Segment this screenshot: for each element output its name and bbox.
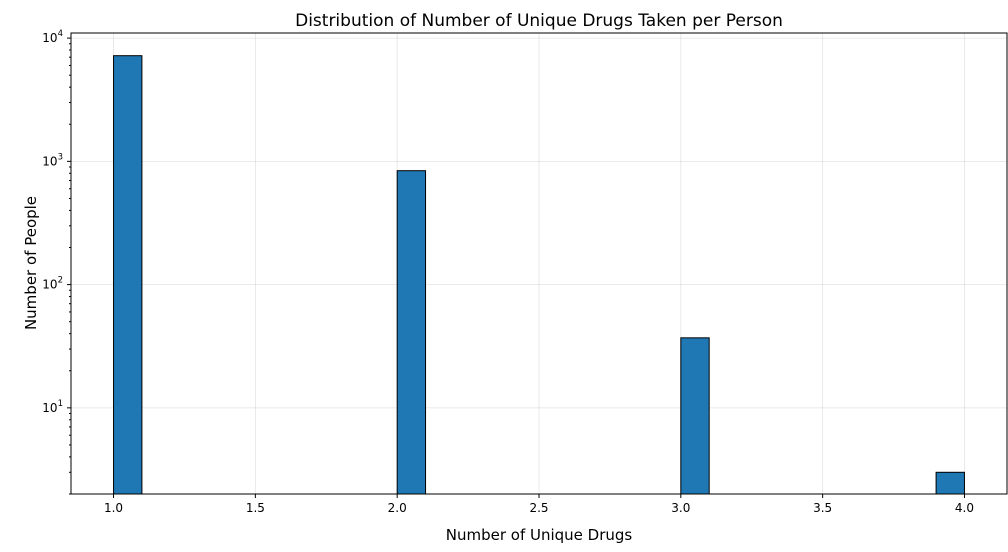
grid-layer — [71, 33, 1007, 494]
y-axis-ticks: 101 102 103 104 — [42, 29, 71, 495]
x-tick-label: 1.0 — [104, 501, 123, 515]
histogram-bar — [396, 170, 427, 495]
y-axis-label: Number of People — [22, 196, 40, 330]
x-tick-label: 2.5 — [529, 501, 548, 515]
x-tick-label: 3.5 — [813, 501, 832, 515]
x-tick-label: 3.0 — [671, 501, 690, 515]
x-tick-label: 2.0 — [388, 501, 407, 515]
bars-layer — [113, 55, 965, 495]
x-axis-label: Number of Unique Drugs — [446, 526, 633, 544]
chart-title: Distribution of Number of Unique Drugs T… — [295, 11, 783, 31]
y-tick-label: 103 — [42, 152, 63, 168]
histogram-bar — [680, 337, 710, 495]
x-tick-label: 4.0 — [955, 501, 974, 515]
y-tick-label: 101 — [42, 399, 63, 415]
x-tick-label: 1.5 — [246, 501, 265, 515]
histogram-bar — [113, 55, 143, 495]
x-axis-ticks: 1.0 1.5 2.0 2.5 3.0 3.5 4.0 — [104, 494, 974, 515]
y-tick-label: 102 — [42, 276, 63, 292]
histogram-bar — [935, 471, 965, 495]
y-tick-label: 104 — [42, 29, 63, 45]
